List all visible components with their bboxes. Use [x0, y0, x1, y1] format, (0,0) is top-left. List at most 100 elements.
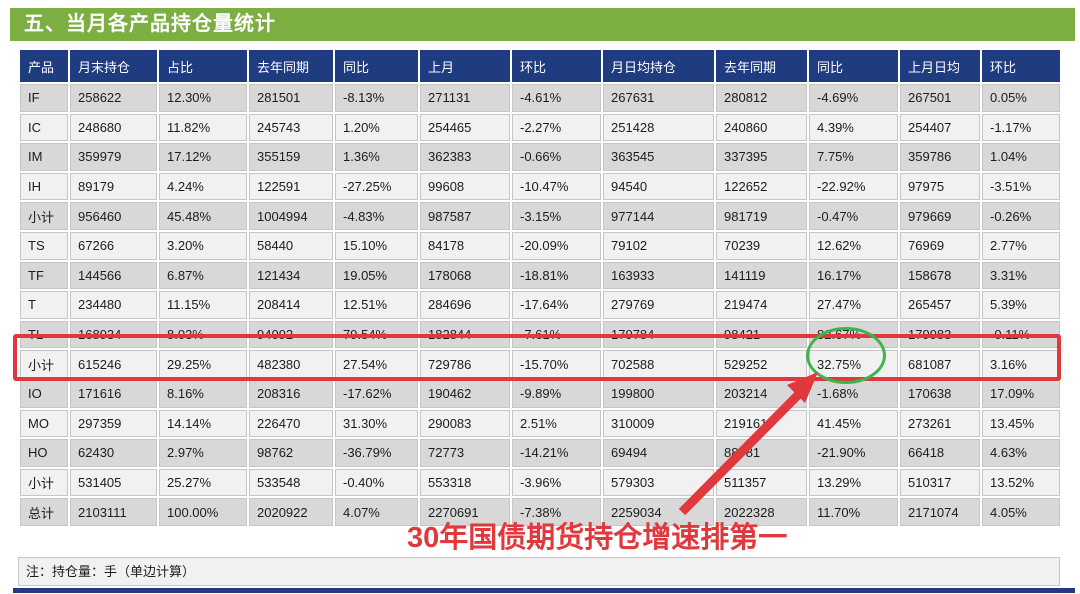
value-cell: 4.63%: [980, 437, 1062, 469]
value-cell: 280812: [714, 82, 809, 114]
value-cell: 529252: [714, 348, 809, 380]
value-cell: 254465: [418, 111, 512, 144]
value-cell: 1004994: [247, 200, 335, 232]
value-cell: 31.30%: [333, 407, 420, 440]
value-cell: -4.61%: [510, 82, 603, 114]
value-cell: 97975: [898, 170, 982, 203]
value-cell: 121434: [247, 259, 335, 292]
value-cell: 79102: [601, 229, 716, 262]
value-cell: -18.81%: [510, 259, 603, 292]
table-row: T 234480 11.15% 208414 12.51% 284696 -17.64% 27…: [18, 289, 1062, 321]
column-header: 占比: [157, 48, 249, 84]
value-cell: 13.29%: [807, 466, 900, 499]
value-cell: -7.38%: [510, 496, 603, 528]
value-cell: -9.89%: [510, 377, 603, 410]
value-cell: 12.30%: [157, 82, 249, 114]
value-cell: -2.27%: [510, 111, 603, 144]
value-cell: 2171074: [898, 496, 982, 528]
value-cell: 3.31%: [980, 259, 1062, 292]
value-cell: -1.17%: [980, 111, 1062, 144]
value-cell: 273261: [898, 407, 982, 440]
column-header: 上月日均: [898, 48, 982, 84]
value-cell: 1.20%: [333, 111, 420, 144]
positions-table: 产品 月末持仓 占比 去年同期 同比 上月 环比 月日均持仓 去年同期 同比 上月日均 环比 IF 25…: [18, 48, 1062, 528]
column-header: 同比: [333, 48, 420, 84]
value-cell: 14.14%: [157, 407, 249, 440]
column-header: 去年同期: [247, 48, 335, 84]
value-cell: 171616: [68, 377, 159, 410]
table-row: TS 67266 3.20% 58440 15.10% 84178 -20.09% 79102…: [18, 229, 1062, 262]
value-cell: 89179: [68, 170, 159, 203]
value-cell: 615246: [68, 348, 159, 380]
value-cell: 13.45%: [980, 407, 1062, 440]
value-cell: 2.51%: [510, 407, 603, 440]
value-cell: -3.51%: [980, 170, 1062, 203]
value-cell: 11.82%: [157, 111, 249, 144]
value-cell: 0.05%: [980, 82, 1062, 114]
value-cell: 533548: [247, 466, 335, 499]
value-cell: -3.15%: [510, 200, 603, 232]
value-cell: 7.75%: [807, 141, 900, 173]
value-cell: 2103111: [68, 496, 159, 528]
value-cell: 5.39%: [980, 289, 1062, 321]
table-header: 产品 月末持仓 占比 去年同期 同比 上月 环比 月日均持仓 去年同期 同比 上月日均 环比: [18, 48, 1062, 84]
value-cell: 66418: [898, 437, 982, 469]
value-cell: -8.13%: [333, 82, 420, 114]
value-cell: 4.39%: [807, 111, 900, 144]
value-cell: 240860: [714, 111, 809, 144]
value-cell: 208414: [247, 289, 335, 321]
table-row: IO 171616 8.16% 208316 -17.62% 190462 -9.89% 19…: [18, 377, 1062, 410]
value-cell: 17.12%: [157, 141, 249, 173]
value-cell: -3.96%: [510, 466, 603, 499]
product-cell: 小计: [18, 466, 70, 499]
value-cell: 100.00%: [157, 496, 249, 528]
table-body: IF 258622 12.30% 281501 -8.13% 271131 -4.61% 26…: [18, 82, 1062, 528]
table-row: IC 248680 11.82% 245743 1.20% 254465 -2.27% 251…: [18, 111, 1062, 144]
value-cell: 219474: [714, 289, 809, 321]
table-row: IM 359979 17.12% 355159 1.36% 362383 -0.66% 363…: [18, 141, 1062, 173]
value-cell: 258622: [68, 82, 159, 114]
value-cell: 281501: [247, 82, 335, 114]
bottom-divider: [13, 588, 1075, 593]
value-cell: 99608: [418, 170, 512, 203]
value-cell: 290083: [418, 407, 512, 440]
value-cell: 199800: [601, 377, 716, 410]
value-cell: 1.04%: [980, 141, 1062, 173]
value-cell: 27.47%: [807, 289, 900, 321]
value-cell: 45.48%: [157, 200, 249, 232]
value-cell: 2270691: [418, 496, 512, 528]
value-cell: 11.15%: [157, 289, 249, 321]
product-cell: 小计: [18, 200, 70, 232]
value-cell: 531405: [68, 466, 159, 499]
value-cell: 267501: [898, 82, 982, 114]
value-cell: 158678: [898, 259, 982, 292]
value-cell: 4.07%: [333, 496, 420, 528]
value-cell: 84178: [418, 229, 512, 262]
value-cell: 122591: [247, 170, 335, 203]
value-cell: -20.09%: [510, 229, 603, 262]
column-header: 月末持仓: [68, 48, 159, 84]
table-row: IH 89179 4.24% 122591 -27.25% 99608 -10.47% 945…: [18, 170, 1062, 203]
table-row: HO 62430 2.97% 98762 -36.79% 72773 -14.21% 6949…: [18, 437, 1062, 469]
value-cell: -15.70%: [510, 348, 603, 380]
value-cell: 284696: [418, 289, 512, 321]
column-header: 去年同期: [714, 48, 809, 84]
value-cell: 203214: [714, 377, 809, 410]
value-cell: 251428: [601, 111, 716, 144]
value-cell: -0.66%: [510, 141, 603, 173]
section-title-bar: 五、当月各产品持仓量统计: [10, 8, 1075, 41]
value-cell: 58440: [247, 229, 335, 262]
product-cell: TF: [18, 259, 70, 292]
value-cell: 122652: [714, 170, 809, 203]
value-cell: -4.83%: [333, 200, 420, 232]
column-header: 上月: [418, 48, 512, 84]
table-footnote: 注：持仓量：手（单边计算）: [18, 557, 1060, 586]
table-row: 小计 956460 45.48% 1004994 -4.83% 987587 -3.15% 9…: [18, 200, 1062, 232]
product-cell: 总计: [18, 496, 70, 528]
product-cell: HO: [18, 437, 70, 469]
product-cell: TS: [18, 229, 70, 262]
product-cell: IH: [18, 170, 70, 203]
value-cell: 310009: [601, 407, 716, 440]
product-cell: IM: [18, 141, 70, 173]
table-row: MO 297359 14.14% 226470 31.30% 290083 2.51% 310…: [18, 407, 1062, 440]
